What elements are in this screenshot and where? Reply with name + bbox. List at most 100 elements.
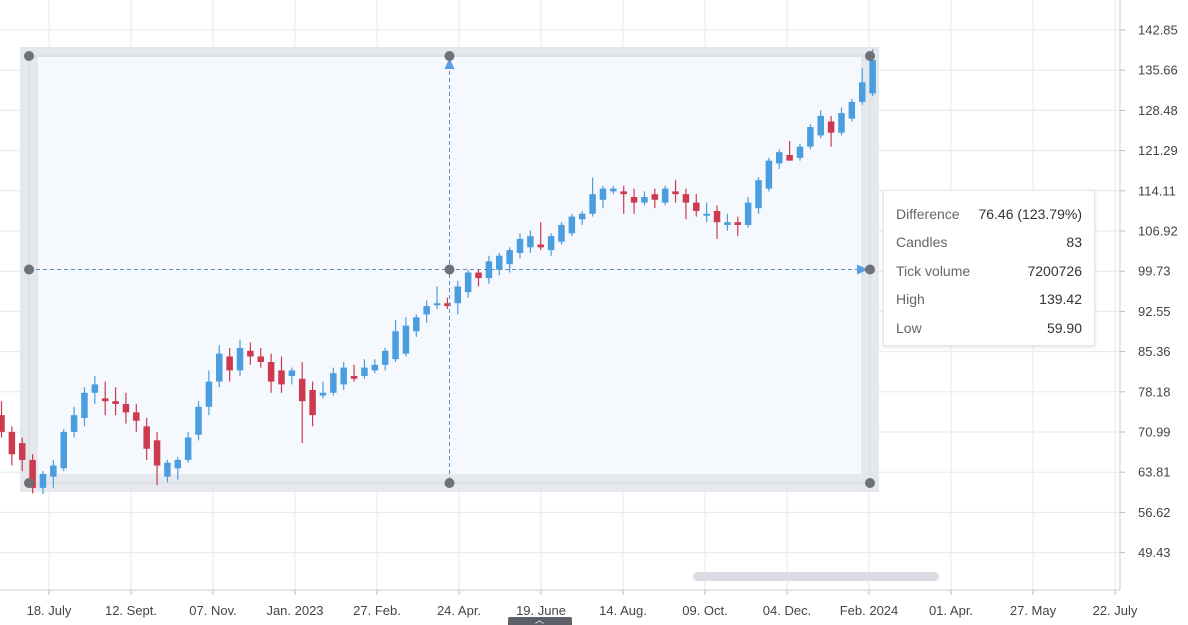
candle-body [558,224,565,242]
x-tick-label: 24. Apr. [437,603,481,618]
x-tick-label: 07. Nov. [189,603,236,618]
y-tick-label: 49.43 [1138,545,1171,560]
candle-body [319,392,327,396]
candle-body [18,443,26,460]
candle-down [247,342,254,365]
x-tick-label: 27. May [1010,603,1057,618]
candle-down [143,417,150,460]
horizontal-scrollbar[interactable] [693,572,939,581]
arrow-up-icon [444,58,455,69]
resize-handle[interactable] [865,264,875,275]
candle-body [599,188,607,200]
candle-body [288,370,296,376]
y-tick-label: 78.18 [1138,384,1171,399]
candle-body [226,356,233,371]
candle-up [527,230,534,253]
candle-up [216,345,223,388]
candle-down [693,194,700,217]
candle-body [70,415,78,432]
candle-body [568,216,576,234]
candle-body [807,127,814,147]
candle-down [133,403,140,432]
candle-up [340,362,347,390]
candle-body [578,213,586,220]
candle-body [330,373,337,393]
resize-handle[interactable] [865,51,875,61]
resize-handle[interactable] [865,478,875,488]
candle-body [713,210,721,223]
candle-down [101,381,109,416]
y-tick-label: 106.92 [1138,224,1178,239]
candle-body [133,412,140,421]
candle-up [195,401,202,441]
candle-body [682,194,690,203]
candle-body [60,431,67,469]
candle-down [827,115,835,147]
candle-up [319,381,327,399]
candle-down [537,222,544,251]
x-tick-label: 14. Aug. [599,603,647,618]
candle-body [205,381,213,407]
candle-body [278,370,285,385]
candle-down [267,353,275,393]
candle-body [838,113,845,133]
candle-up [744,196,752,228]
candle-up [641,191,648,206]
candle-down [630,188,638,214]
stat-value: 59.90 [1046,319,1082,336]
x-tick-label: 12. Sept. [105,603,157,618]
candle-up [464,269,472,298]
resize-handle[interactable] [24,264,34,275]
candle-up [91,375,99,404]
x-tick-label: 22. July [1093,603,1138,618]
x-tick-label: 09. Oct. [682,603,728,618]
candle-body [796,146,804,158]
stat-value: 7200726 [1027,262,1082,279]
candle-body [309,389,316,416]
collapse-panel-handle[interactable]: ︿ [508,616,572,625]
resize-handle[interactable] [24,478,34,488]
candle-body [164,462,171,477]
resize-handle[interactable] [24,51,34,61]
measure-stats-panel: Difference 76.46 (123.79%) Candles 83 Ti… [883,190,1095,346]
candle-body [661,188,669,203]
x-tick-label: 04. Dec. [763,603,811,618]
candle-body [724,222,731,225]
candle-up [423,300,430,323]
candles [0,49,876,495]
resize-handle[interactable] [444,51,455,61]
candle-body [0,415,5,432]
y-tick-label: 63.81 [1138,465,1171,480]
measure-overlay[interactable] [24,51,875,488]
candle-body [81,392,88,418]
resize-handle[interactable] [444,264,455,275]
candle-up [610,185,617,195]
candle-down [713,205,721,239]
candle-body [869,59,876,94]
candle-down [257,348,264,368]
candle-body [672,191,679,195]
candle-up [330,367,337,396]
candle-up [413,314,420,337]
candle-up [817,110,824,139]
candle-up [433,286,441,309]
y-tick-label: 92.55 [1138,304,1171,319]
candle-body [122,403,130,413]
candle-up [485,255,493,284]
stat-row-difference: Difference 76.46 (123.79%) [896,203,1082,231]
candle-body [101,398,109,402]
stat-label: High [896,291,925,308]
candle-down [122,392,130,424]
y-tick-label: 114.11 [1138,183,1176,198]
candle-down [112,387,119,416]
candle-body [236,348,244,371]
candle-up [838,107,845,136]
candle-down [682,188,690,220]
candle-body [786,155,793,161]
candle-body [620,191,627,195]
resize-handle[interactable] [444,478,455,488]
candle-up [402,317,410,357]
candle-body [516,238,524,253]
candle-body [174,459,182,469]
